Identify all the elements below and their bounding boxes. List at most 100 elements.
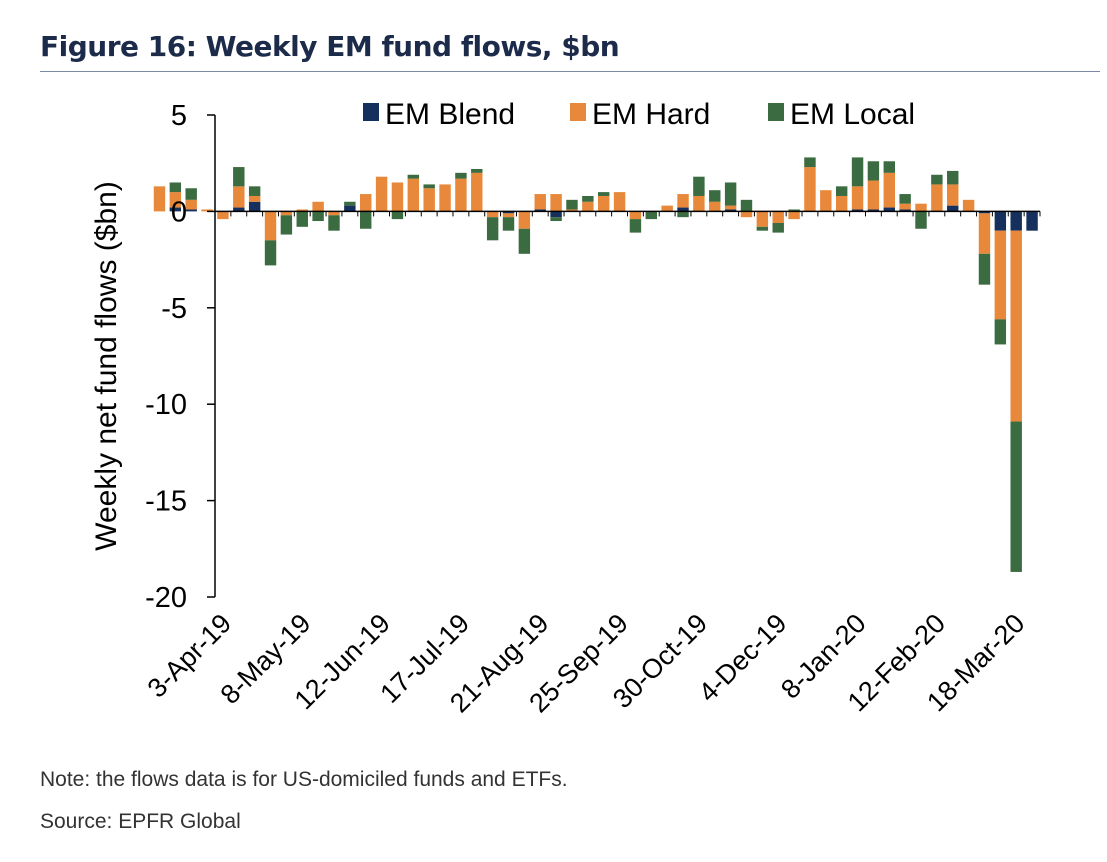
bar-em-hard — [629, 211, 642, 220]
bar-em-hard — [978, 213, 991, 254]
legend-label-em-local: EM Local — [790, 98, 915, 131]
bar-em-blend — [185, 209, 197, 212]
bar-em-hard — [518, 211, 531, 229]
bar-em-local — [248, 186, 261, 196]
bar-em-blend — [502, 211, 515, 214]
bar-em-blend — [1026, 211, 1038, 231]
bar-em-hard — [217, 211, 229, 220]
bar-em-local — [994, 319, 1007, 345]
bar-em-blend — [169, 207, 182, 212]
bar-em-local — [344, 201, 356, 206]
bar-em-blend — [867, 209, 880, 212]
bar-em-hard — [455, 178, 467, 212]
bar-em-hard — [328, 211, 340, 216]
bar-em-local — [867, 161, 880, 181]
bar-em-local — [709, 190, 721, 202]
bar-em-hard — [693, 195, 705, 212]
legend-swatch-em-local — [768, 103, 784, 121]
y-tick-label: 0 — [171, 196, 187, 228]
bar-em-local — [486, 217, 499, 241]
bar-em-local — [582, 195, 594, 202]
bar-em-local — [550, 217, 562, 222]
bar-em-blend — [344, 205, 356, 212]
bar-em-hard — [566, 209, 578, 212]
bar-em-blend — [899, 209, 911, 212]
bar-em-local — [391, 211, 404, 220]
bar-em-blend — [994, 211, 1007, 231]
bar-em-local — [518, 228, 531, 254]
bar-em-local — [566, 199, 578, 210]
bar-em-local — [264, 240, 277, 266]
bar-em-local — [851, 157, 864, 187]
bar-em-blend — [851, 209, 864, 212]
bar-em-hard — [280, 211, 293, 216]
bar-em-local — [455, 172, 467, 179]
bar-em-hard — [709, 201, 721, 212]
bar-em-hard — [772, 211, 784, 223]
chart-source: Source: EPFR Global — [40, 810, 241, 833]
bar-em-hard — [582, 201, 594, 212]
bar-em-local — [772, 222, 784, 233]
y-tick-label: 5 — [171, 100, 187, 132]
bar-em-local — [978, 253, 991, 285]
bar-em-hard — [407, 178, 420, 212]
legend-swatch-em-hard — [570, 103, 586, 121]
bar-em-blend — [883, 207, 895, 212]
legend-label-em-blend: EM Blend — [385, 98, 515, 131]
bar-em-hard — [169, 192, 182, 208]
bar-em-hard — [804, 167, 816, 212]
bar-em-hard — [423, 188, 435, 212]
bar-em-hard — [1010, 230, 1022, 422]
bar-em-hard — [201, 209, 213, 212]
bar-em-local — [645, 211, 658, 220]
bar-em-hard — [153, 186, 166, 212]
x-tick-label: 4-Dec-19 — [693, 608, 793, 708]
bar-em-local — [502, 217, 515, 231]
bar-em-hard — [883, 172, 895, 208]
bar-em-local — [629, 219, 642, 233]
bar-em-hard — [391, 182, 404, 212]
legend-label-em-hard: EM Hard — [592, 98, 710, 131]
bar-em-local — [312, 211, 324, 222]
bar-em-hard — [550, 194, 562, 212]
bar-em-hard — [597, 195, 610, 212]
bar-em-hard — [962, 199, 975, 212]
bar-em-local — [296, 211, 308, 227]
bar-em-blend — [534, 209, 546, 212]
bar-em-hard — [994, 230, 1007, 320]
bar-em-hard — [439, 184, 451, 212]
bar-em-hard — [724, 205, 737, 210]
bar-em-hard — [471, 172, 483, 212]
bar-em-hard — [915, 203, 927, 212]
bar-em-hard — [756, 211, 769, 227]
bar-em-hard — [947, 184, 959, 206]
bar-em-hard — [233, 186, 245, 208]
bar-em-hard — [931, 184, 943, 212]
bar-em-hard — [360, 194, 372, 212]
bar-em-local — [947, 170, 959, 185]
bar-em-blend — [978, 211, 991, 214]
bar-em-hard — [534, 194, 546, 210]
bar-em-local — [788, 209, 800, 212]
bar-em-local — [756, 226, 769, 231]
bar-em-hard — [661, 205, 673, 212]
bar-em-local — [328, 215, 340, 231]
bar-em-local — [804, 157, 816, 168]
bar-em-local — [280, 215, 293, 235]
bar-em-hard — [835, 195, 848, 212]
bar-em-local — [677, 211, 689, 218]
bar-em-local — [360, 211, 372, 229]
bar-em-local — [169, 182, 182, 193]
y-tick-label: -15 — [145, 486, 187, 518]
bar-em-hard — [185, 199, 197, 210]
bar-em-hard — [312, 201, 324, 212]
bar-em-blend — [550, 211, 562, 218]
bar-em-blend — [1010, 211, 1022, 231]
bar-em-local — [835, 186, 848, 196]
bar-em-hard — [375, 176, 388, 212]
legend-swatch-em-blend — [363, 103, 379, 121]
bar-em-hard — [899, 203, 911, 210]
bar-em-hard — [264, 211, 277, 241]
bar-em-local — [423, 184, 435, 189]
